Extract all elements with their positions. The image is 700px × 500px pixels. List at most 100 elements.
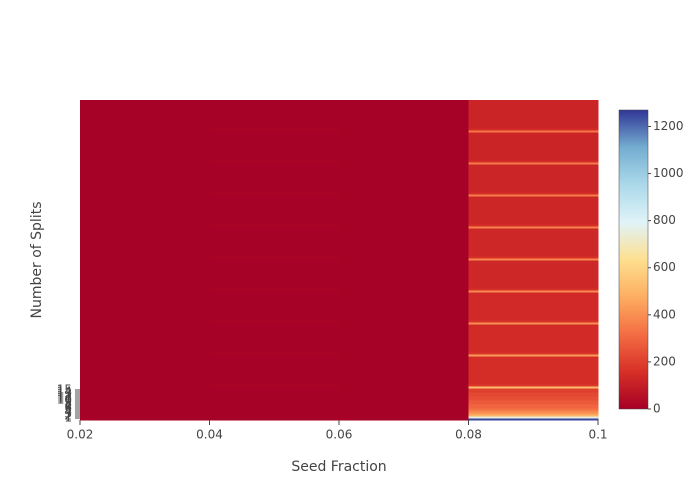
x-tick-label: 0.02 <box>67 428 94 442</box>
heatmap-cell <box>339 320 469 323</box>
y-tick-label: 13 <box>57 387 72 401</box>
heatmap-cell <box>80 414 210 417</box>
heatmap-cell <box>339 196 469 225</box>
heatmap-cell <box>209 258 340 261</box>
heatmap-cell <box>468 400 599 405</box>
heatmap-cell <box>339 100 469 129</box>
heatmap-cell <box>468 192 599 195</box>
heatmap-cell <box>339 258 469 261</box>
heatmap-cell <box>209 386 340 389</box>
heatmap-cell <box>209 100 340 129</box>
y-tick-label: 11 <box>57 391 72 405</box>
colorbar-tick-label: 400 <box>653 307 676 321</box>
heatmap-cell <box>339 130 469 133</box>
heatmap-cell <box>80 288 210 291</box>
heatmap-cell <box>339 400 469 405</box>
heatmap-cell <box>468 288 599 291</box>
heatmap-cell <box>209 352 340 355</box>
colorbar-tick-label: 200 <box>653 354 676 368</box>
heatmap-cell <box>80 404 210 409</box>
heatmap-cell <box>80 408 210 411</box>
heatmap-cell <box>468 392 599 397</box>
heatmap-cell <box>209 288 340 291</box>
heatmap-cell <box>80 224 210 227</box>
heatmap-cell <box>209 228 340 257</box>
colorbar-tick-label: 0 <box>653 402 661 416</box>
heatmap-cell <box>209 408 340 411</box>
heatmap-cell <box>468 196 599 225</box>
heatmap-cell <box>468 292 599 321</box>
heatmap-cell <box>80 400 210 405</box>
heatmap-cell <box>468 408 599 411</box>
heatmap-cell <box>468 132 599 161</box>
heatmap-cell <box>209 226 340 229</box>
heatmap-cell <box>339 228 469 257</box>
heatmap-cell <box>209 322 340 325</box>
heatmap-cell <box>80 356 210 385</box>
heatmap-cell <box>80 192 210 195</box>
heatmap-cell <box>339 162 469 165</box>
heatmap-cell <box>468 322 599 325</box>
x-axis-label: Seed Fraction <box>291 459 386 475</box>
heatmap-cell <box>468 260 599 289</box>
heatmap-cell <box>339 290 469 293</box>
heatmap-cell <box>468 290 599 293</box>
y-tick-label: 5 <box>64 403 72 417</box>
heatmap-cell <box>339 322 469 325</box>
heatmap-cell <box>80 260 210 289</box>
y-tick-label: 14 <box>57 385 72 399</box>
y-tick-label: 10 <box>57 393 72 407</box>
heatmap-cell <box>80 322 210 325</box>
heatmap-cell <box>209 130 340 133</box>
heatmap-cell <box>209 224 340 227</box>
heatmap-cell <box>209 414 340 417</box>
heatmap-cell <box>339 412 469 415</box>
heatmap-cell <box>339 418 469 421</box>
heatmap-cell <box>339 352 469 355</box>
heatmap-cell <box>80 132 210 161</box>
y-tick-label: 8 <box>64 397 72 411</box>
heatmap-cell <box>80 324 210 353</box>
heatmap-cell <box>80 392 210 397</box>
heatmap-cell <box>468 352 599 355</box>
heatmap-cell <box>339 128 469 131</box>
heatmap-cell <box>468 324 599 353</box>
heatmap-cell <box>468 164 599 193</box>
heatmap-cell <box>339 132 469 161</box>
heatmap-cell <box>80 160 210 163</box>
heatmap-cell <box>339 386 469 389</box>
colorbar <box>618 109 649 410</box>
x-tick-label: 0.1 <box>588 428 607 442</box>
heatmap-cell <box>209 384 340 387</box>
heatmap-cell <box>80 258 210 261</box>
heatmap-cell <box>468 194 599 197</box>
heatmap-cell <box>468 100 599 129</box>
heatmap-cell <box>468 228 599 257</box>
heatmap-cell <box>339 256 469 259</box>
heatmap-cell <box>339 404 469 409</box>
heatmap-cell <box>80 320 210 323</box>
heatmap-cell <box>468 410 599 413</box>
heatmap-cell <box>80 162 210 165</box>
heatmap-cell <box>80 130 210 133</box>
heatmap-cell <box>209 388 340 393</box>
heatmap-cell <box>209 256 340 259</box>
y-tick-label: 9 <box>64 395 72 409</box>
heatmap-cell <box>468 404 599 409</box>
heatmap-cell <box>468 130 599 133</box>
heatmap-cell <box>339 194 469 197</box>
heatmap-cell <box>339 164 469 193</box>
y-tick-label: 3 <box>64 407 72 421</box>
heatmap-cell <box>80 290 210 293</box>
heatmap-cell <box>468 354 599 357</box>
heatmap-cell <box>209 164 340 193</box>
colorbar-tick-label: 1000 <box>653 166 684 180</box>
heatmap-cell <box>209 404 340 409</box>
heatmap-cell <box>209 162 340 165</box>
heatmap-cell <box>468 396 599 401</box>
heatmap-cell <box>339 224 469 227</box>
y-tick-label: 4 <box>64 405 72 419</box>
heatmap-cell <box>80 256 210 259</box>
heatmap-cell <box>80 418 210 421</box>
heatmap-cell <box>80 416 210 419</box>
